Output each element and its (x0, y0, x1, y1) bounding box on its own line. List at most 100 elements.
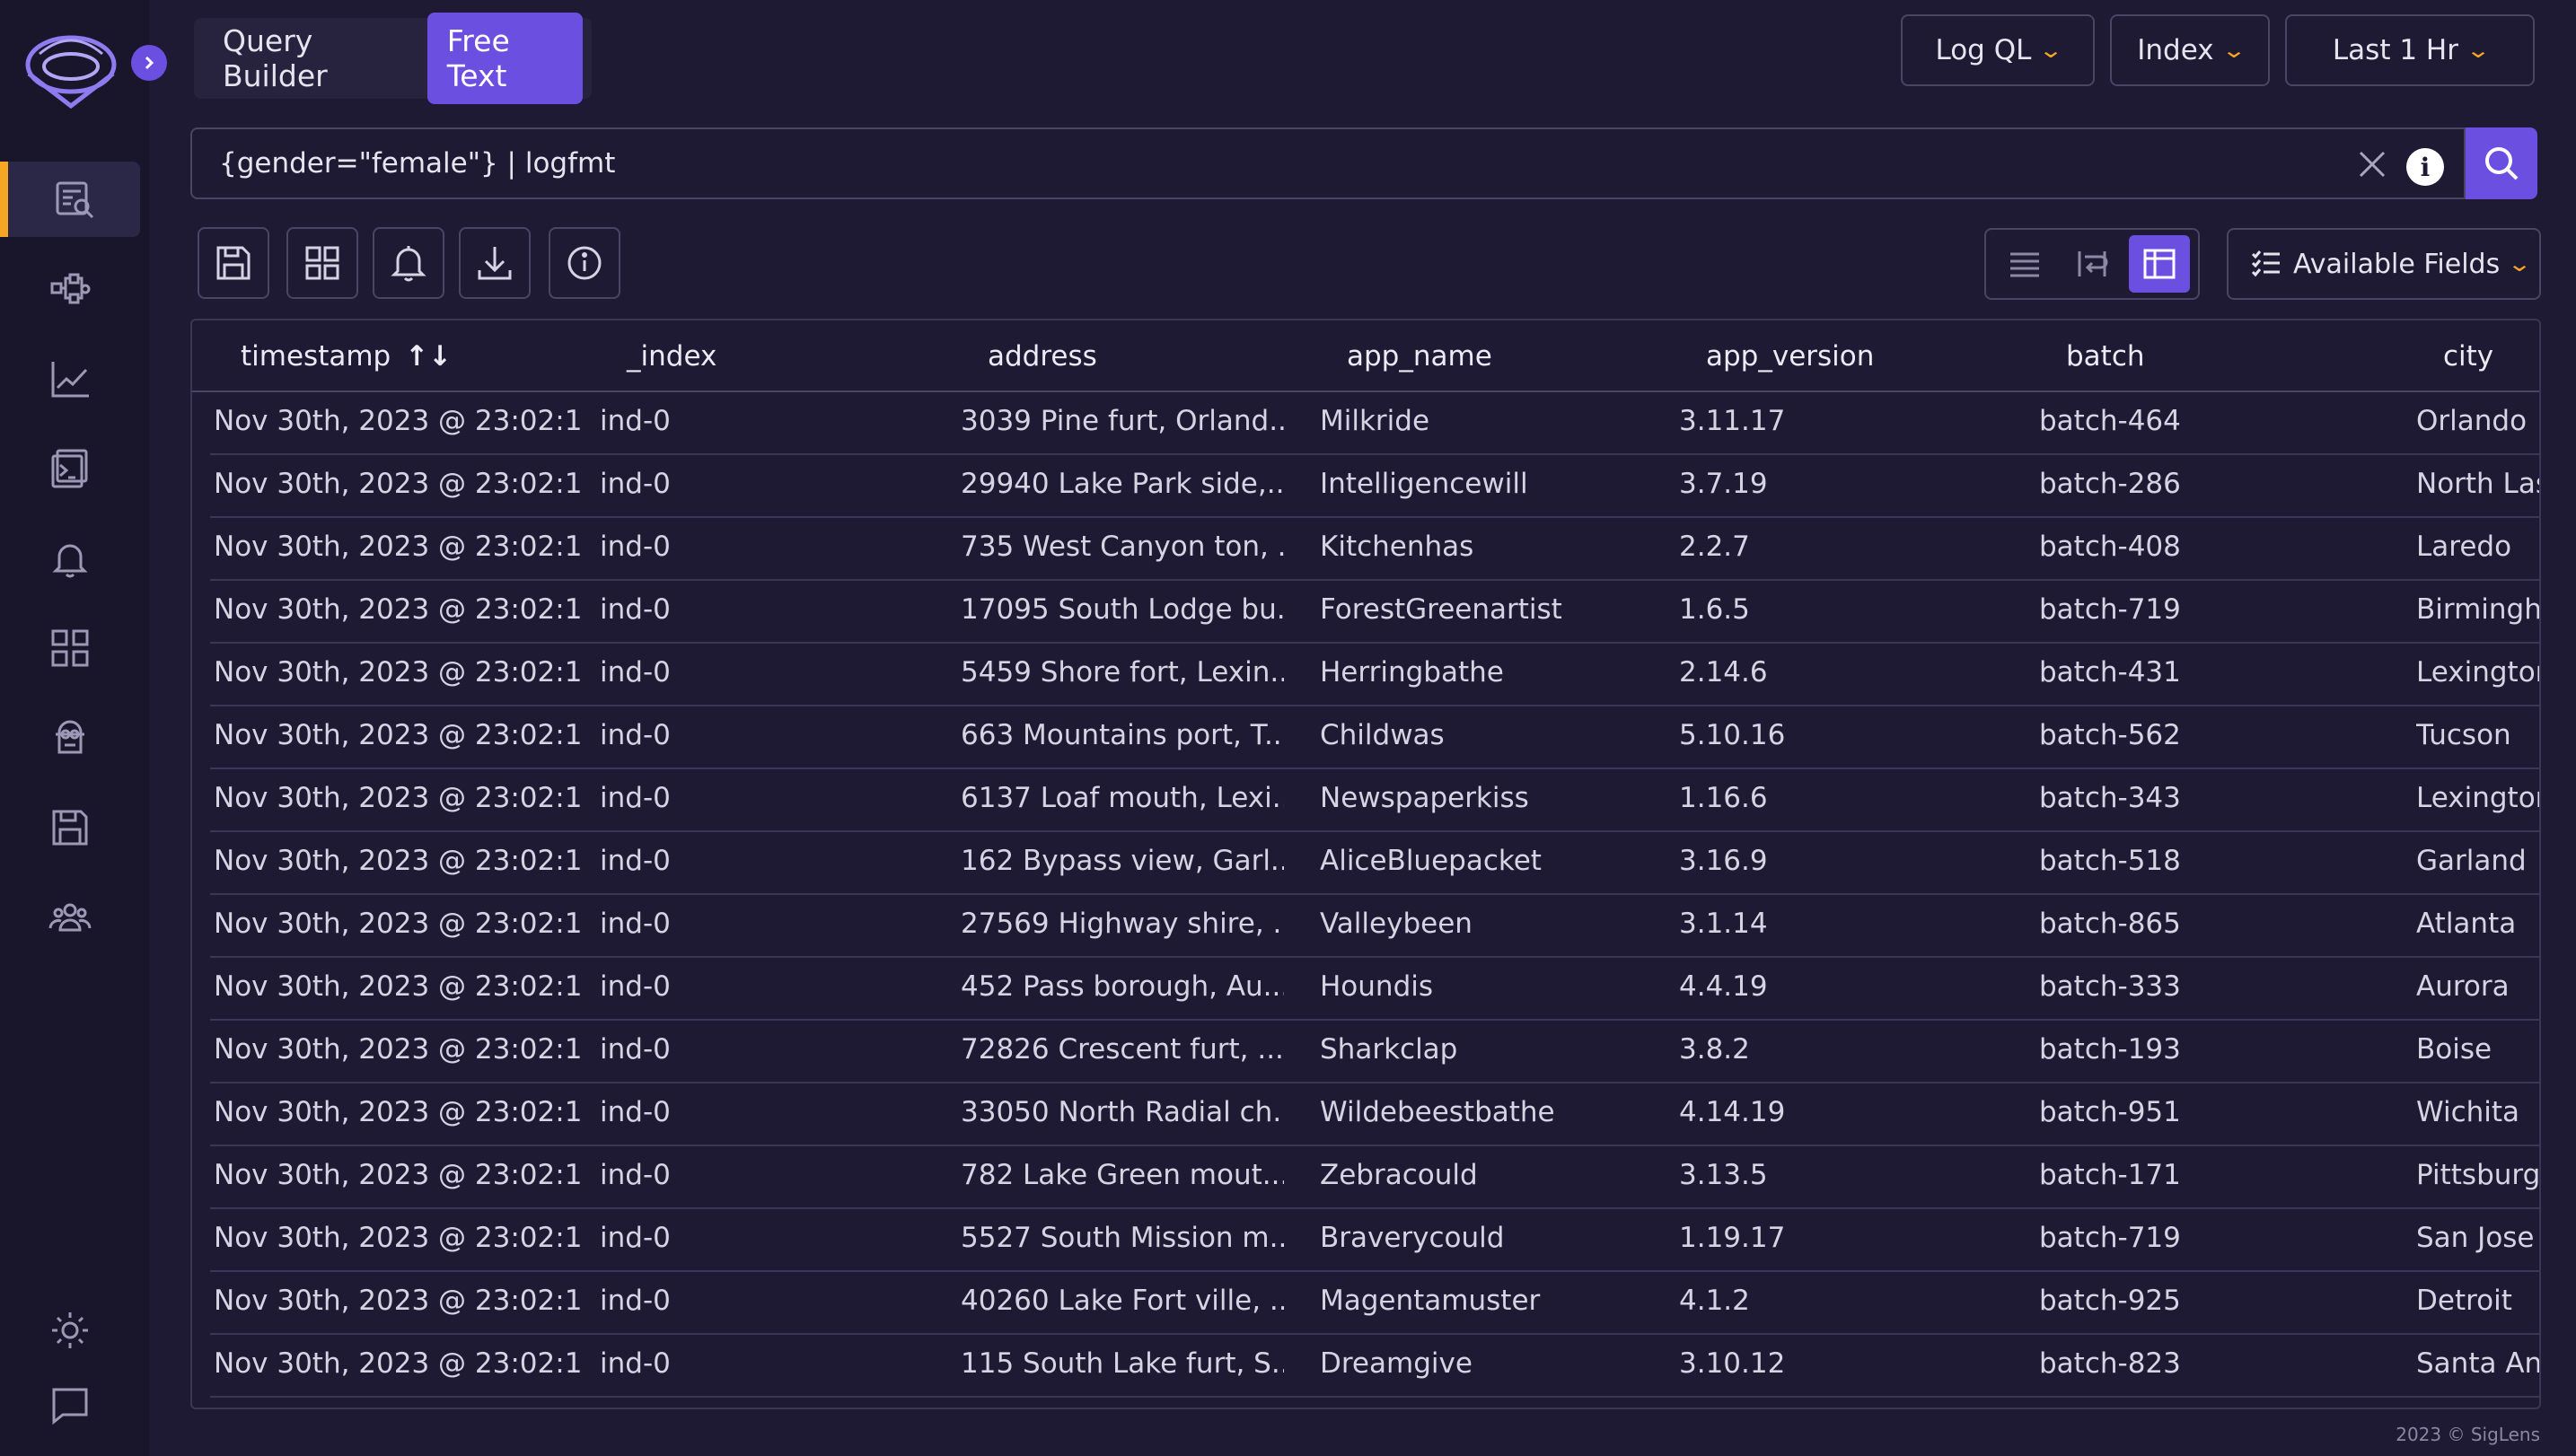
table-row[interactable]: Nov 30th, 2023 @ 23:02:14 ind-0 33050 Nort… (210, 1083, 2539, 1146)
cell-index: ind-0 (600, 468, 671, 500)
sidebar-item-live-tail[interactable] (0, 431, 140, 506)
download-button[interactable] (459, 227, 531, 299)
theme-toggle[interactable] (0, 1293, 140, 1368)
sidebar-item-logs[interactable] (0, 162, 140, 237)
single-line-view-button[interactable] (1994, 235, 2055, 293)
cell-app-version: 3.1.14 (1679, 908, 1768, 940)
cell-index: ind-0 (600, 970, 671, 1003)
cell-address: 33050 North Radial ch... (961, 1096, 1284, 1128)
cell-batch: batch-171 (2039, 1159, 2181, 1191)
cell-app-version: 2.14.6 (1679, 656, 1768, 689)
bell-icon (391, 246, 426, 282)
sort-icon[interactable]: ↑↓ (405, 340, 453, 373)
table-view-button[interactable] (2128, 235, 2190, 293)
table-row[interactable]: Nov 30th, 2023 @ 23:02:14 ind-0 162 Bypass… (210, 832, 2539, 895)
table-row[interactable]: Nov 30th, 2023 @ 23:02:14 ind-0 72826 Cres… (210, 1021, 2539, 1083)
cell-batch: batch-286 (2039, 468, 2181, 500)
chat-icon (52, 1388, 88, 1425)
expand-sidebar-button[interactable] (131, 45, 167, 81)
cell-batch: batch-719 (2039, 1222, 2181, 1254)
cell-batch: batch-518 (2039, 845, 2181, 877)
cell-city: North Las V (2416, 468, 2539, 500)
table-row[interactable]: Nov 30th, 2023 @ 23:02:14 ind-0 5459 Shore… (210, 644, 2539, 706)
column-header-app-name[interactable]: app_name (1347, 340, 1492, 373)
cell-timestamp: Nov 30th, 2023 @ 23:02:14 (214, 531, 582, 563)
search-icon (2485, 147, 2519, 180)
table-row[interactable]: Nov 30th, 2023 @ 23:02:14 ind-0 115 South … (210, 1335, 2539, 1398)
query-language-dropdown[interactable]: Log QL ⌄ (1901, 14, 2095, 86)
time-range-value: Last 1 Hr (2332, 34, 2458, 66)
cell-timestamp: Nov 30th, 2023 @ 23:02:14 (214, 970, 582, 1003)
add-to-dashboard-button[interactable] (286, 227, 358, 299)
cell-city: Tucson (2416, 719, 2511, 751)
cell-timestamp: Nov 30th, 2023 @ 23:02:14 (214, 656, 582, 689)
table-row[interactable]: Nov 30th, 2023 @ 23:02:14 ind-0 6137 Loaf … (210, 769, 2539, 832)
cell-timestamp: Nov 30th, 2023 @ 23:02:14 (214, 908, 582, 940)
sidebar-item-metrics[interactable] (0, 341, 140, 417)
feedback-button[interactable] (0, 1368, 140, 1443)
cell-timestamp: Nov 30th, 2023 @ 23:02:14 (214, 1159, 582, 1191)
chevron-right-icon (145, 56, 154, 70)
sidebar-item-dashboards[interactable] (0, 610, 140, 686)
saved-queries-icon (52, 810, 88, 846)
column-header-batch[interactable]: batch (2066, 340, 2145, 373)
cell-batch: batch-562 (2039, 719, 2181, 751)
column-header-address[interactable]: address (988, 340, 1097, 373)
table-row[interactable]: Nov 30th, 2023 @ 23:02:14 ind-0 3039 Pine … (210, 392, 2539, 455)
cell-app-name: Valleybeen (1320, 908, 1473, 940)
column-header-timestamp[interactable]: timestamp ↑↓ (241, 340, 453, 373)
wrap-lines-view-button[interactable] (2062, 235, 2123, 293)
save-query-button[interactable] (198, 227, 269, 299)
column-header-index[interactable]: _index (627, 340, 717, 373)
tab-query-builder[interactable]: Query Builder (223, 23, 328, 93)
table-row[interactable]: Nov 30th, 2023 @ 23:02:14 ind-0 5527 South… (210, 1209, 2539, 1272)
table-row[interactable]: Nov 30th, 2023 @ 23:02:14 ind-0 40260 Lake… (210, 1272, 2539, 1335)
cell-index: ind-0 (600, 719, 671, 751)
table-row[interactable]: Nov 30th, 2023 @ 23:02:14 ind-0 663 Mounta… (210, 706, 2539, 769)
column-header-city[interactable]: city (2443, 340, 2494, 373)
search-button[interactable] (2466, 127, 2537, 199)
cell-app-name: ForestGreenartist (1320, 593, 1562, 626)
time-range-dropdown[interactable]: Last 1 Hr ⌄ (2285, 14, 2535, 86)
table-row[interactable]: Nov 30th, 2023 @ 23:02:14 ind-0 17095 Sout… (210, 581, 2539, 644)
cell-app-name: Herringbathe (1320, 656, 1504, 689)
table-row[interactable]: Nov 30th, 2023 @ 23:02:14 ind-0 27569 High… (210, 895, 2539, 958)
query-input[interactable]: {gender="female"} | logfmt (190, 127, 2466, 199)
cell-address: 3039 Pine furt, Orland... (961, 405, 1284, 437)
cell-index: ind-0 (600, 1222, 671, 1254)
available-fields-label: Available Fields (2293, 248, 2501, 280)
cell-batch: batch-343 (2039, 782, 2181, 814)
cell-batch: batch-408 (2039, 531, 2181, 563)
cell-address: 5459 Shore fort, Lexin... (961, 656, 1284, 689)
siglens-logo[interactable] (22, 27, 120, 112)
table-row[interactable]: Nov 30th, 2023 @ 23:02:14 ind-0 782 Lake G… (210, 1146, 2539, 1209)
table-row[interactable]: Nov 30th, 2023 @ 23:02:14 ind-0 735 West C… (210, 518, 2539, 581)
sidebar-item-team[interactable] (0, 880, 140, 955)
cell-app-name: Braverycould (1320, 1222, 1505, 1254)
info-icon[interactable]: i (2406, 148, 2444, 186)
cell-address: 452 Pass borough, Au... (961, 970, 1284, 1003)
cell-app-version: 2.2.7 (1679, 531, 1750, 563)
cell-address: 40260 Lake Fort ville, ... (961, 1285, 1284, 1317)
logs-table: timestamp ↑↓ _index address app_name app… (190, 319, 2541, 1409)
available-fields-dropdown[interactable]: Available Fields ⌄ (2227, 228, 2541, 300)
table-row[interactable]: Nov 30th, 2023 @ 23:02:14 ind-0 452 Pass b… (210, 958, 2539, 1021)
cell-app-name: Dreamgive (1320, 1347, 1473, 1380)
download-icon (478, 247, 512, 280)
sidebar-item-alerts[interactable] (0, 521, 140, 596)
query-info-button[interactable] (549, 227, 620, 299)
cell-app-name: Houndis (1320, 970, 1434, 1003)
cell-city: Atlanta (2416, 908, 2517, 940)
sidebar-item-minions[interactable] (0, 700, 140, 776)
cell-city: Pittsburgh (2416, 1159, 2541, 1191)
index-dropdown[interactable]: Index ⌄ (2110, 14, 2270, 86)
clear-icon[interactable] (2357, 149, 2387, 180)
tab-free-text[interactable]: Free Text (426, 13, 583, 104)
tracing-icon (50, 273, 91, 304)
create-alert-button[interactable] (373, 227, 444, 299)
column-header-app-version[interactable]: app_version (1706, 340, 1875, 373)
metrics-chart-icon (51, 362, 89, 398)
table-row[interactable]: Nov 30th, 2023 @ 23:02:14 ind-0 29940 Lake… (210, 455, 2539, 518)
sidebar-item-saved-queries[interactable] (0, 790, 140, 865)
sidebar-item-tracing[interactable] (0, 251, 140, 327)
